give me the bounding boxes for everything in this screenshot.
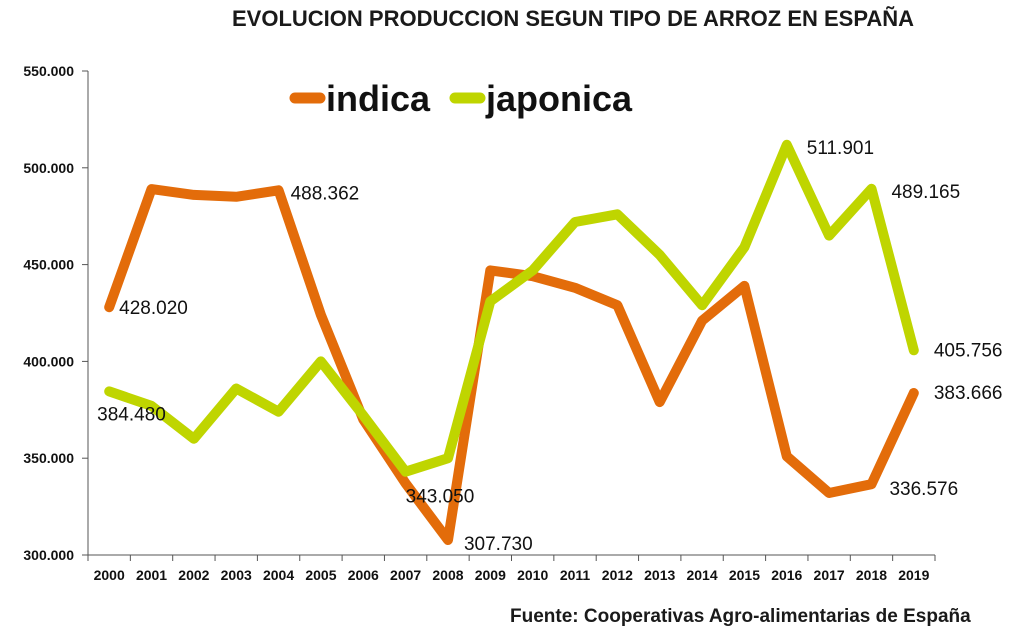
y-tick-label: 350.000: [23, 450, 74, 466]
data-point-japonica: [489, 300, 492, 303]
data-point-japonica: [404, 470, 407, 473]
data-point-indica: [319, 313, 322, 316]
x-tick-label: 2009: [475, 567, 506, 583]
data-label-japonica: 343.050: [406, 487, 475, 508]
x-tick-label: 2006: [348, 567, 379, 583]
x-tick-label: 2001: [136, 567, 167, 583]
x-tick-label: 2007: [390, 567, 421, 583]
x-tick-label: 2015: [729, 567, 760, 583]
legend-label-japonica: japonica: [485, 78, 633, 119]
x-tick-label: 2014: [686, 567, 717, 583]
data-point-japonica: [658, 253, 661, 256]
data-point-japonica: [785, 143, 788, 146]
data-point-indica: [192, 193, 195, 196]
data-point-indica: [743, 284, 746, 287]
data-point-japonica: [912, 349, 915, 352]
data-point-japonica: [531, 269, 534, 272]
x-tick-label: 2018: [856, 567, 887, 583]
data-label-indica: 307.730: [464, 534, 533, 555]
chart-title: EVOLUCION PRODUCCION SEGUN TIPO DE ARROZ…: [232, 6, 915, 31]
data-point-japonica: [743, 246, 746, 249]
legend: indica japonica: [289, 78, 633, 119]
data-point-japonica: [616, 213, 619, 216]
data-labels: 428.020 488.362 307.730 336.576 383.666 384.4…: [97, 138, 1002, 555]
data-point-indica: [574, 286, 577, 289]
data-point-japonica: [574, 221, 577, 224]
series-line-japonica: [104, 139, 919, 477]
series-line-indica: [104, 184, 919, 545]
x-tick-label: 2013: [644, 567, 675, 583]
data-point-japonica: [701, 304, 704, 307]
data-label-indica: 428.020: [119, 298, 188, 319]
data-point-indica: [404, 482, 407, 485]
data-point-indica: [912, 392, 915, 395]
x-tick-label: 2004: [263, 567, 294, 583]
data-point-japonica: [870, 187, 873, 190]
y-tick-label: 550.000: [23, 63, 74, 79]
data-label-japonica: 511.901: [807, 138, 874, 159]
x-tick-label: 2016: [771, 567, 802, 583]
data-point-indica: [701, 319, 704, 322]
y-tick-label: 300.000: [23, 547, 74, 563]
data-point-japonica: [362, 414, 365, 417]
data-label-indica: 336.576: [889, 479, 958, 500]
data-point-japonica: [319, 360, 322, 363]
data-point-japonica: [150, 404, 153, 407]
data-point-indica: [108, 306, 111, 309]
data-point-japonica: [277, 410, 280, 413]
data-label-indica: 383.666: [934, 383, 1003, 404]
y-tick-label: 400.000: [23, 353, 74, 369]
data-point-japonica: [446, 457, 449, 460]
x-tick-label: 2000: [94, 567, 125, 583]
x-tick-label: 2011: [560, 567, 591, 583]
data-point-indica: [489, 269, 492, 272]
x-tick-label: 2017: [814, 567, 845, 583]
x-tick-label: 2003: [221, 567, 252, 583]
data-point-japonica: [108, 390, 111, 393]
x-tick-label: 2010: [517, 567, 548, 583]
data-point-japonica: [235, 387, 238, 390]
data-label-japonica: 489.165: [891, 182, 960, 203]
data-point-indica: [828, 492, 831, 495]
series-layer: [104, 139, 919, 545]
data-point-japonica: [192, 437, 195, 440]
data-point-indica: [658, 401, 661, 404]
data-point-indica: [785, 455, 788, 458]
data-label-japonica: 384.480: [97, 404, 166, 425]
data-point-indica: [616, 304, 619, 307]
x-tick-label: 2008: [432, 567, 463, 583]
data-point-indica: [446, 539, 449, 542]
data-label-indica: 488.362: [291, 183, 360, 204]
data-point-indica: [277, 189, 280, 192]
data-point-japonica: [828, 234, 831, 237]
y-tick-label: 500.000: [23, 160, 74, 176]
x-tick-label: 2002: [178, 567, 209, 583]
data-point-indica: [870, 483, 873, 486]
y-tick-label: 450.000: [23, 257, 74, 273]
x-tick-label: 2005: [305, 567, 336, 583]
data-label-japonica: 405.756: [934, 340, 1003, 361]
legend-label-indica: indica: [326, 78, 431, 119]
x-tick-label: 2019: [898, 567, 929, 583]
axes: 300.000 350.000 400.000 450.000 500.000 550.0…: [23, 63, 936, 583]
data-point-indica: [235, 195, 238, 198]
source-note: Fuente: Cooperativas Agro-alimentarias d…: [510, 606, 971, 627]
x-tick-label: 2012: [602, 567, 633, 583]
data-point-indica: [150, 188, 153, 191]
